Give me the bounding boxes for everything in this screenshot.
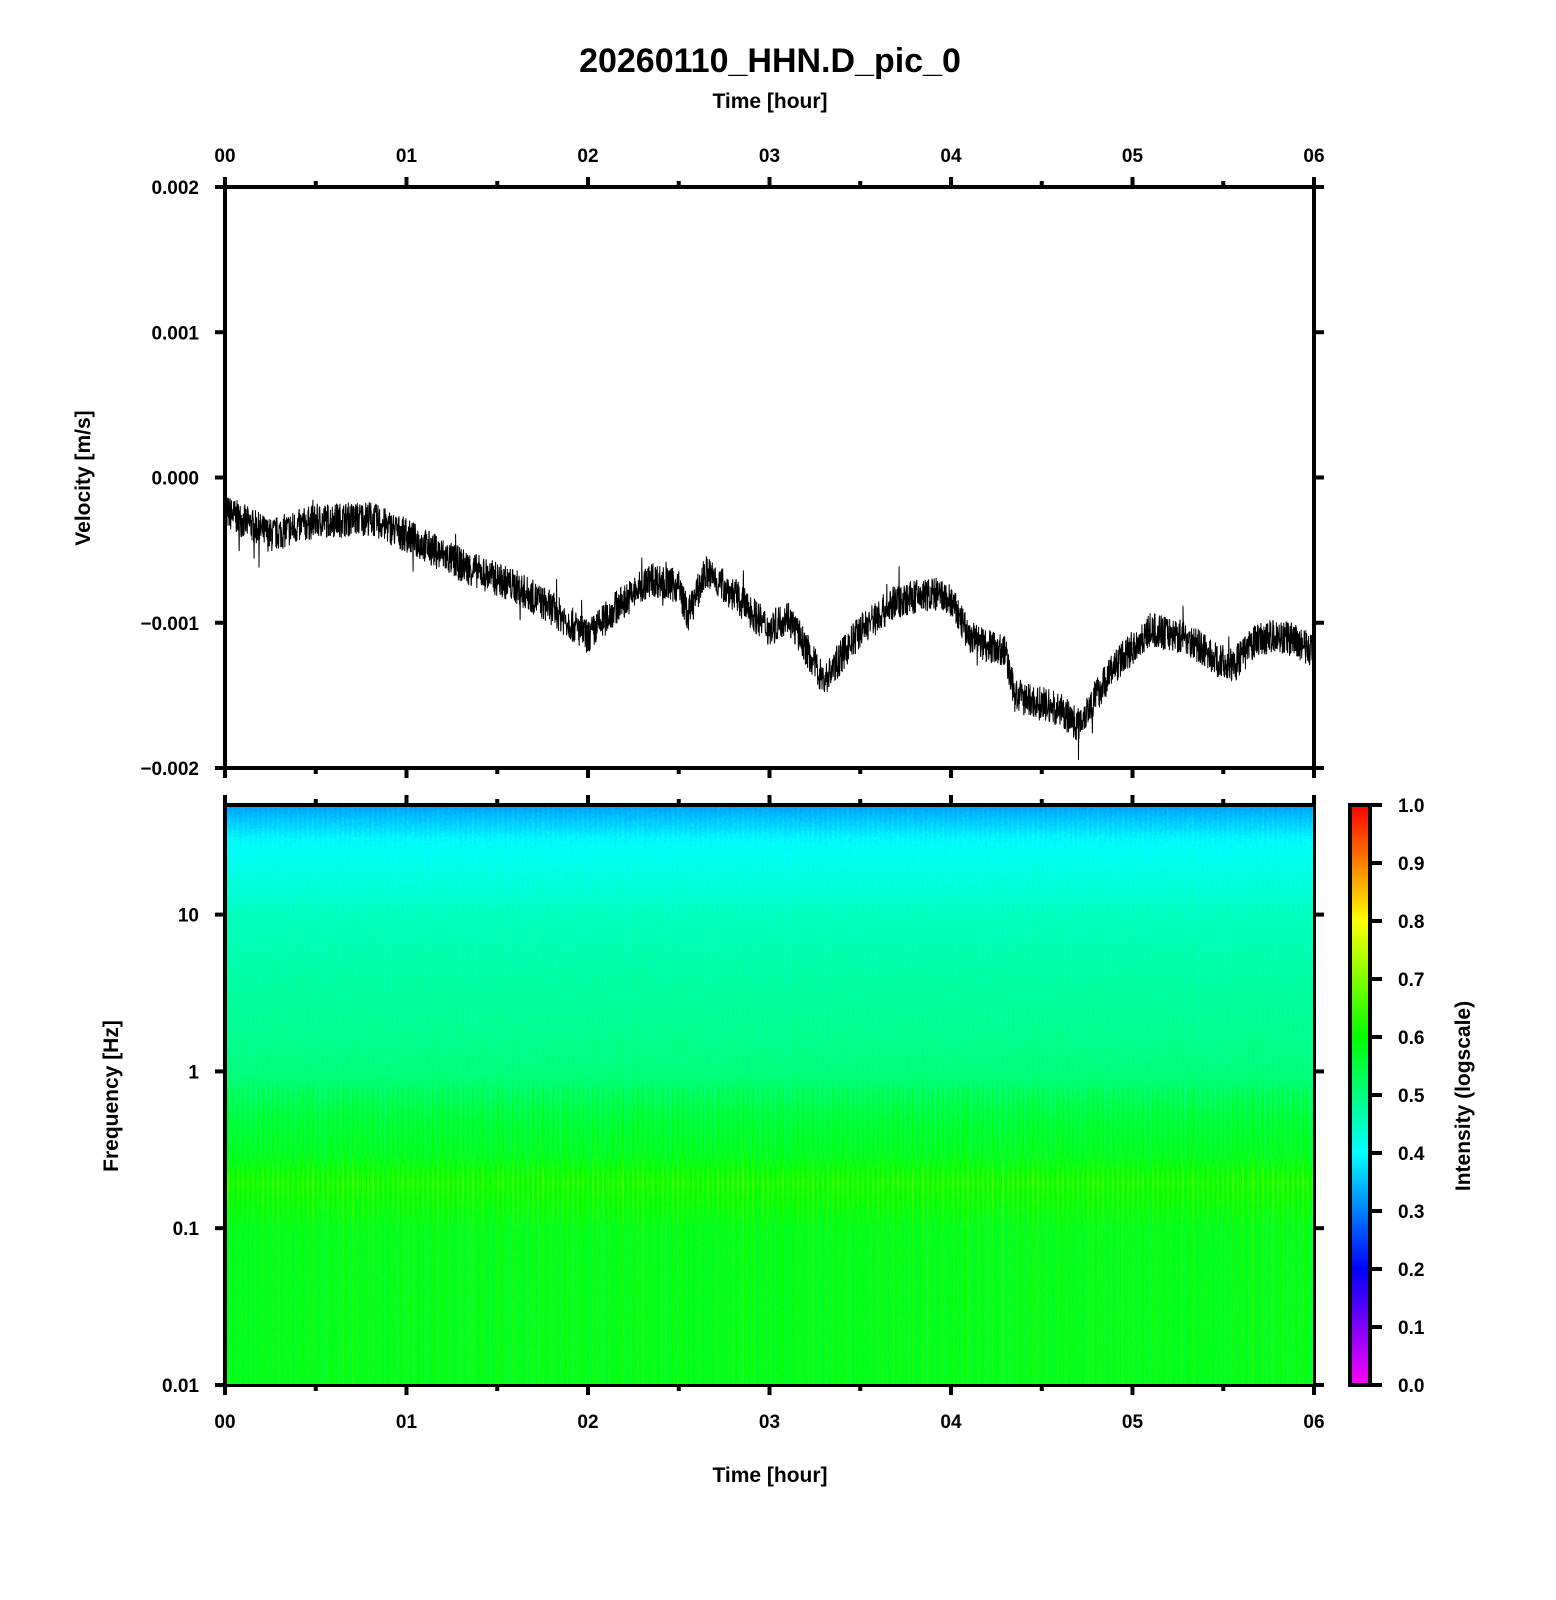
colorbar-tick-label: 0.8 xyxy=(1398,912,1424,933)
y-tick-label: −0.001 xyxy=(140,614,199,635)
y-tick-label: 0.001 xyxy=(151,323,199,344)
chart-title: 20260110_HHN.D_pic_0 xyxy=(579,42,961,80)
x-tick-label-top: 06 xyxy=(1303,146,1324,167)
colorbar-tick-label: 0.4 xyxy=(1398,1144,1425,1165)
x-tick-label-bottom: 00 xyxy=(214,1412,235,1433)
y-axis-label-frequency: Frequency [Hz] xyxy=(100,1020,123,1172)
x-tick-label-bottom: 03 xyxy=(759,1412,780,1433)
x-tick-label-bottom: 01 xyxy=(396,1412,418,1433)
x-tick-label-top: 02 xyxy=(577,146,598,167)
colorbar-tick-label: 0.6 xyxy=(1398,1028,1424,1049)
y-tick-label: 1 xyxy=(188,1062,199,1083)
velocity-trace xyxy=(224,497,1315,761)
colorbar-tick-label: 0.0 xyxy=(1398,1376,1424,1397)
colorbar-tick-label: 0.1 xyxy=(1398,1318,1425,1339)
x-tick-label-top: 03 xyxy=(759,146,780,167)
y-tick-label: 0.01 xyxy=(162,1376,199,1397)
y-tick-label: 10 xyxy=(178,906,199,927)
y-tick-label: 0.1 xyxy=(173,1219,200,1240)
colorbar-tick-label: 0.3 xyxy=(1398,1202,1424,1223)
y-tick-label: −0.002 xyxy=(140,759,199,780)
y-axis-label-velocity: Velocity [m/s] xyxy=(72,410,95,545)
colorbar xyxy=(1348,803,1372,1387)
bottom-x-axis-label: Time [hour] xyxy=(712,1464,827,1487)
y-tick-label: 0.000 xyxy=(151,469,199,490)
top-x-axis-label: Time [hour] xyxy=(712,90,827,113)
colorbar-tick-label: 0.2 xyxy=(1398,1260,1424,1281)
spectrogram-heatmap xyxy=(227,807,1313,1384)
colorbar-label: Intensity (logscale) xyxy=(1452,1001,1475,1191)
colorbar-tick-label: 0.9 xyxy=(1398,854,1424,875)
x-tick-label-top: 04 xyxy=(940,146,962,167)
x-tick-label-bottom: 02 xyxy=(577,1412,598,1433)
x-tick-label-bottom: 04 xyxy=(940,1412,962,1433)
colorbar-tick-label: 1.0 xyxy=(1398,796,1424,817)
x-tick-label-bottom: 05 xyxy=(1122,1412,1144,1433)
y-tick-label: 0.002 xyxy=(151,178,199,199)
velocity-plot-frame xyxy=(223,185,1316,770)
x-tick-label-top: 05 xyxy=(1122,146,1144,167)
x-tick-label-top: 01 xyxy=(396,146,418,167)
x-tick-label-bottom: 06 xyxy=(1303,1412,1324,1433)
colorbar-tick-label: 0.7 xyxy=(1398,970,1424,991)
x-tick-label-top: 00 xyxy=(214,146,235,167)
colorbar-tick-label: 0.5 xyxy=(1398,1086,1425,1107)
velocity-line xyxy=(224,497,1315,761)
